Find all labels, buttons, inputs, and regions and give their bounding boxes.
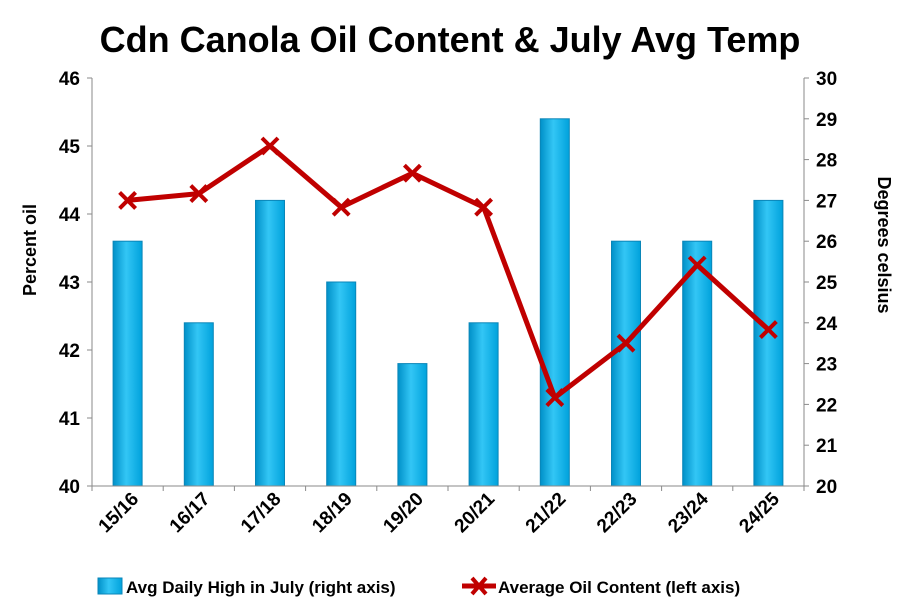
oil-marker-21-22 [545,388,565,408]
oil-marker-15-16 [118,190,138,210]
right-tick-label: 24 [816,314,838,335]
bar-16-17 [183,322,214,487]
oil-marker-20-21 [474,197,494,217]
x-tick-label: 15/16 [95,489,143,537]
oil-marker-18-19 [331,197,351,217]
left-tick-label: 41 [59,409,81,430]
bar-15-16 [112,240,143,487]
legend-line-marker [470,576,488,596]
left-tick-label: 46 [59,69,80,90]
right-tick-label: 27 [816,191,837,212]
bar-24-25 [753,199,784,487]
left-tick-label: 42 [59,341,80,362]
x-tick-label: 23/24 [664,488,713,537]
bar-20-21 [468,322,499,487]
legend: Avg Daily High in July (right axis) Aver… [97,576,740,597]
left-tick-label: 45 [59,137,81,158]
x-tick-label: 21/22 [522,489,570,537]
right-axis-label: Degrees celsius [874,176,894,313]
legend-line-label: Average Oil Content (left axis) [498,578,740,597]
x-tick-label: 22/23 [593,489,641,537]
x-tick-label: 20/21 [451,488,500,537]
right-tick-label: 29 [816,110,837,131]
oil-marker-19-20 [402,163,422,183]
right-tick-label: 25 [816,273,838,294]
x-tick-label: 17/18 [237,489,285,537]
oil-content-line [127,143,771,401]
left-tick-label: 43 [59,273,80,294]
bar-17-18 [255,199,285,487]
x-tick-label: 24/25 [735,488,784,537]
legend-bar-swatch [97,577,123,595]
right-tick-label: 21 [816,436,838,457]
x-tick-label: 19/20 [379,489,427,537]
x-tick-label: 18/19 [308,489,356,537]
oil-marker-17-18 [260,136,280,156]
bar-23-24 [682,240,713,487]
left-tick-label: 40 [59,477,80,498]
right-tick-label: 28 [816,151,837,172]
right-tick-label: 26 [816,232,837,253]
oil-marker-23-24 [687,255,707,275]
right-tick-label: 20 [816,477,837,498]
oil-marker-22-23 [616,333,636,353]
x-tick-label: 16/17 [166,489,214,537]
oil-marker-24-25 [758,320,778,340]
legend-bar-label: Avg Daily High in July (right axis) [126,578,396,597]
bar-18-19 [326,281,357,487]
bar-22-23 [611,240,641,487]
bar-19-20 [397,363,428,487]
oil-marker-16-17 [189,184,209,204]
left-tick-label: 44 [59,205,81,226]
chart-title: Cdn Canola Oil Content & July Avg Temp [100,19,801,60]
right-tick-label: 23 [816,355,837,376]
right-tick-label: 22 [816,395,837,416]
left-axis-label: Percent oil [20,204,40,296]
right-tick-label: 30 [816,69,837,90]
bar-21-22 [539,118,570,487]
